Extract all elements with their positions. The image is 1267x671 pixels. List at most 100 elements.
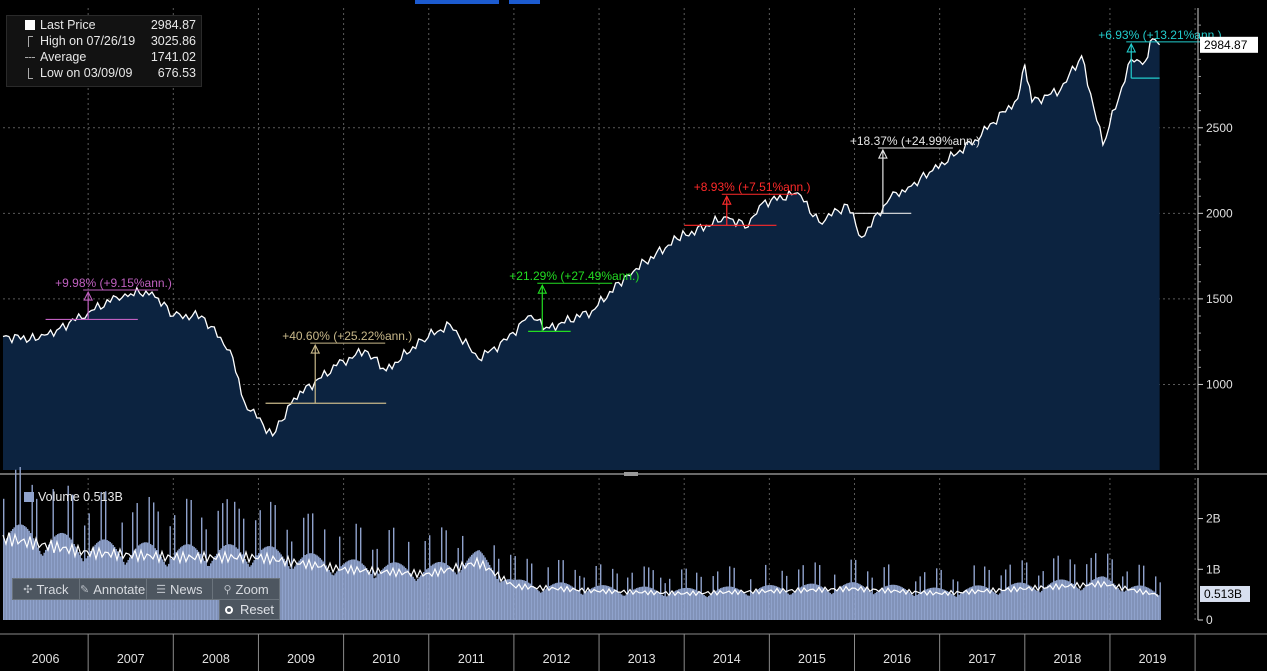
volume-bar: [696, 572, 698, 620]
volume-bar: [436, 562, 438, 620]
volume-bar: [928, 588, 930, 620]
volume-bar: [757, 588, 759, 620]
volume-bar: [480, 551, 482, 620]
volume-bar: [309, 553, 311, 620]
price-area: [3, 38, 1160, 471]
volume-bar: [663, 595, 665, 620]
volume-bar: [874, 592, 876, 620]
volume-bar: [538, 591, 540, 620]
volume-bar: [672, 592, 674, 620]
volume-bar: [489, 564, 491, 620]
volume-bar: [1128, 588, 1130, 620]
volume-bar: [631, 572, 633, 620]
volume-bar: [1138, 564, 1140, 620]
volume-bar: [1126, 571, 1128, 620]
volume-bar: [502, 580, 504, 620]
volume-bar: [909, 592, 911, 620]
volume-bar: [934, 587, 936, 620]
volume-bar: [324, 529, 326, 620]
volume-bar: [537, 589, 539, 620]
volume-bar: [546, 588, 548, 620]
volume-bar: [496, 578, 498, 620]
volume-bar: [378, 573, 380, 620]
volume-bar: [747, 595, 749, 620]
volume-bar: [391, 562, 393, 620]
volume-bar: [343, 563, 345, 620]
x-tick-label: 2009: [287, 652, 315, 666]
legend-low: Low on 03/09/09 676.53: [7, 65, 201, 81]
annotation-label: +9.98% (+9.15%ann.): [55, 276, 172, 290]
zoom-button[interactable]: ⚲ Zoom: [223, 581, 269, 597]
volume-bar: [421, 573, 423, 620]
volume-bar: [529, 583, 531, 620]
volume-bar: [679, 588, 681, 620]
news-button[interactable]: ☰ News: [147, 579, 214, 599]
volume-bar: [597, 585, 599, 620]
volume-bar: [778, 587, 780, 620]
volume-bar: [288, 566, 290, 620]
volume-bar: [1075, 586, 1077, 620]
volume-bar: [838, 587, 840, 620]
volume-bar: [1147, 587, 1149, 620]
volume-bar: [976, 585, 978, 620]
volume-bar: [420, 575, 422, 620]
volume-bar: [1110, 580, 1112, 620]
panel-resize-handle: [624, 472, 638, 476]
annotation-arrow: [83, 290, 94, 301]
volume-bar: [429, 535, 431, 620]
reset-button[interactable]: Reset: [219, 599, 280, 620]
volume-bar: [334, 573, 336, 620]
volume-bar: [363, 564, 365, 620]
volume-bar: [373, 578, 375, 620]
volume-bar: [634, 588, 636, 620]
volume-bar: [418, 577, 420, 620]
volume-bar: [1047, 585, 1049, 620]
volume-bar: [315, 554, 317, 620]
volume-bar: [933, 587, 935, 620]
volume-bar: [31, 484, 33, 620]
volume-bar: [640, 586, 642, 620]
volume-bar: [328, 569, 330, 620]
volume-bar: [274, 505, 276, 620]
volume-bar: [1018, 582, 1020, 620]
volume-bar: [28, 530, 30, 620]
volume-bar: [169, 526, 171, 620]
volume-bar: [462, 535, 464, 620]
volume-bar: [999, 593, 1001, 620]
volume-bar: [685, 568, 687, 620]
annotation-arrow: [537, 283, 548, 294]
volume-bar: [1029, 585, 1031, 620]
volume-bar: [435, 562, 437, 620]
volume-bar: [331, 574, 333, 620]
top-tab-active: [415, 0, 499, 4]
volume-bar: [793, 591, 795, 620]
annotate-button[interactable]: ✎ Annotate: [80, 579, 147, 599]
volume-bar: [706, 597, 708, 620]
volume-bar: [30, 533, 32, 620]
volume-bar: [367, 570, 369, 620]
volume-bar: [691, 588, 693, 620]
volume-bar: [501, 581, 503, 620]
volume-bar: [1096, 577, 1098, 620]
volume-bar: [837, 589, 839, 620]
volume-bar: [594, 586, 596, 620]
volume-bar: [414, 578, 416, 620]
volume-bar: [709, 594, 711, 620]
volume-bar: [616, 573, 618, 620]
volume-bar: [996, 593, 998, 620]
volume-bar: [520, 579, 522, 620]
volume-bar: [819, 565, 821, 620]
volume-bar: [445, 530, 447, 620]
volume-bar: [523, 580, 525, 620]
volume-bar: [843, 584, 845, 620]
volume-bar: [498, 558, 500, 620]
volume-bar: [708, 595, 710, 620]
volume-bar: [340, 566, 342, 620]
volume-bar: [676, 589, 678, 620]
volume-bar: [1050, 583, 1052, 620]
volume-bar: [327, 567, 329, 620]
track-button[interactable]: ✣ Track: [13, 579, 80, 599]
volume-bar: [733, 567, 735, 620]
volume-bar: [639, 587, 641, 620]
volume-bar: [511, 579, 513, 620]
